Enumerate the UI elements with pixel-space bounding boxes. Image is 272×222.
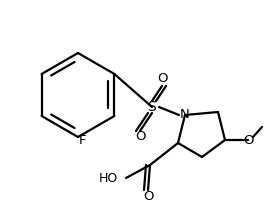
Text: O: O: [143, 190, 153, 204]
Text: O: O: [135, 131, 145, 143]
Text: F: F: [79, 133, 87, 147]
Text: HO: HO: [98, 172, 118, 184]
Text: O: O: [243, 133, 253, 147]
Text: S: S: [148, 100, 156, 114]
Text: O: O: [157, 73, 167, 85]
Text: N: N: [180, 109, 190, 121]
